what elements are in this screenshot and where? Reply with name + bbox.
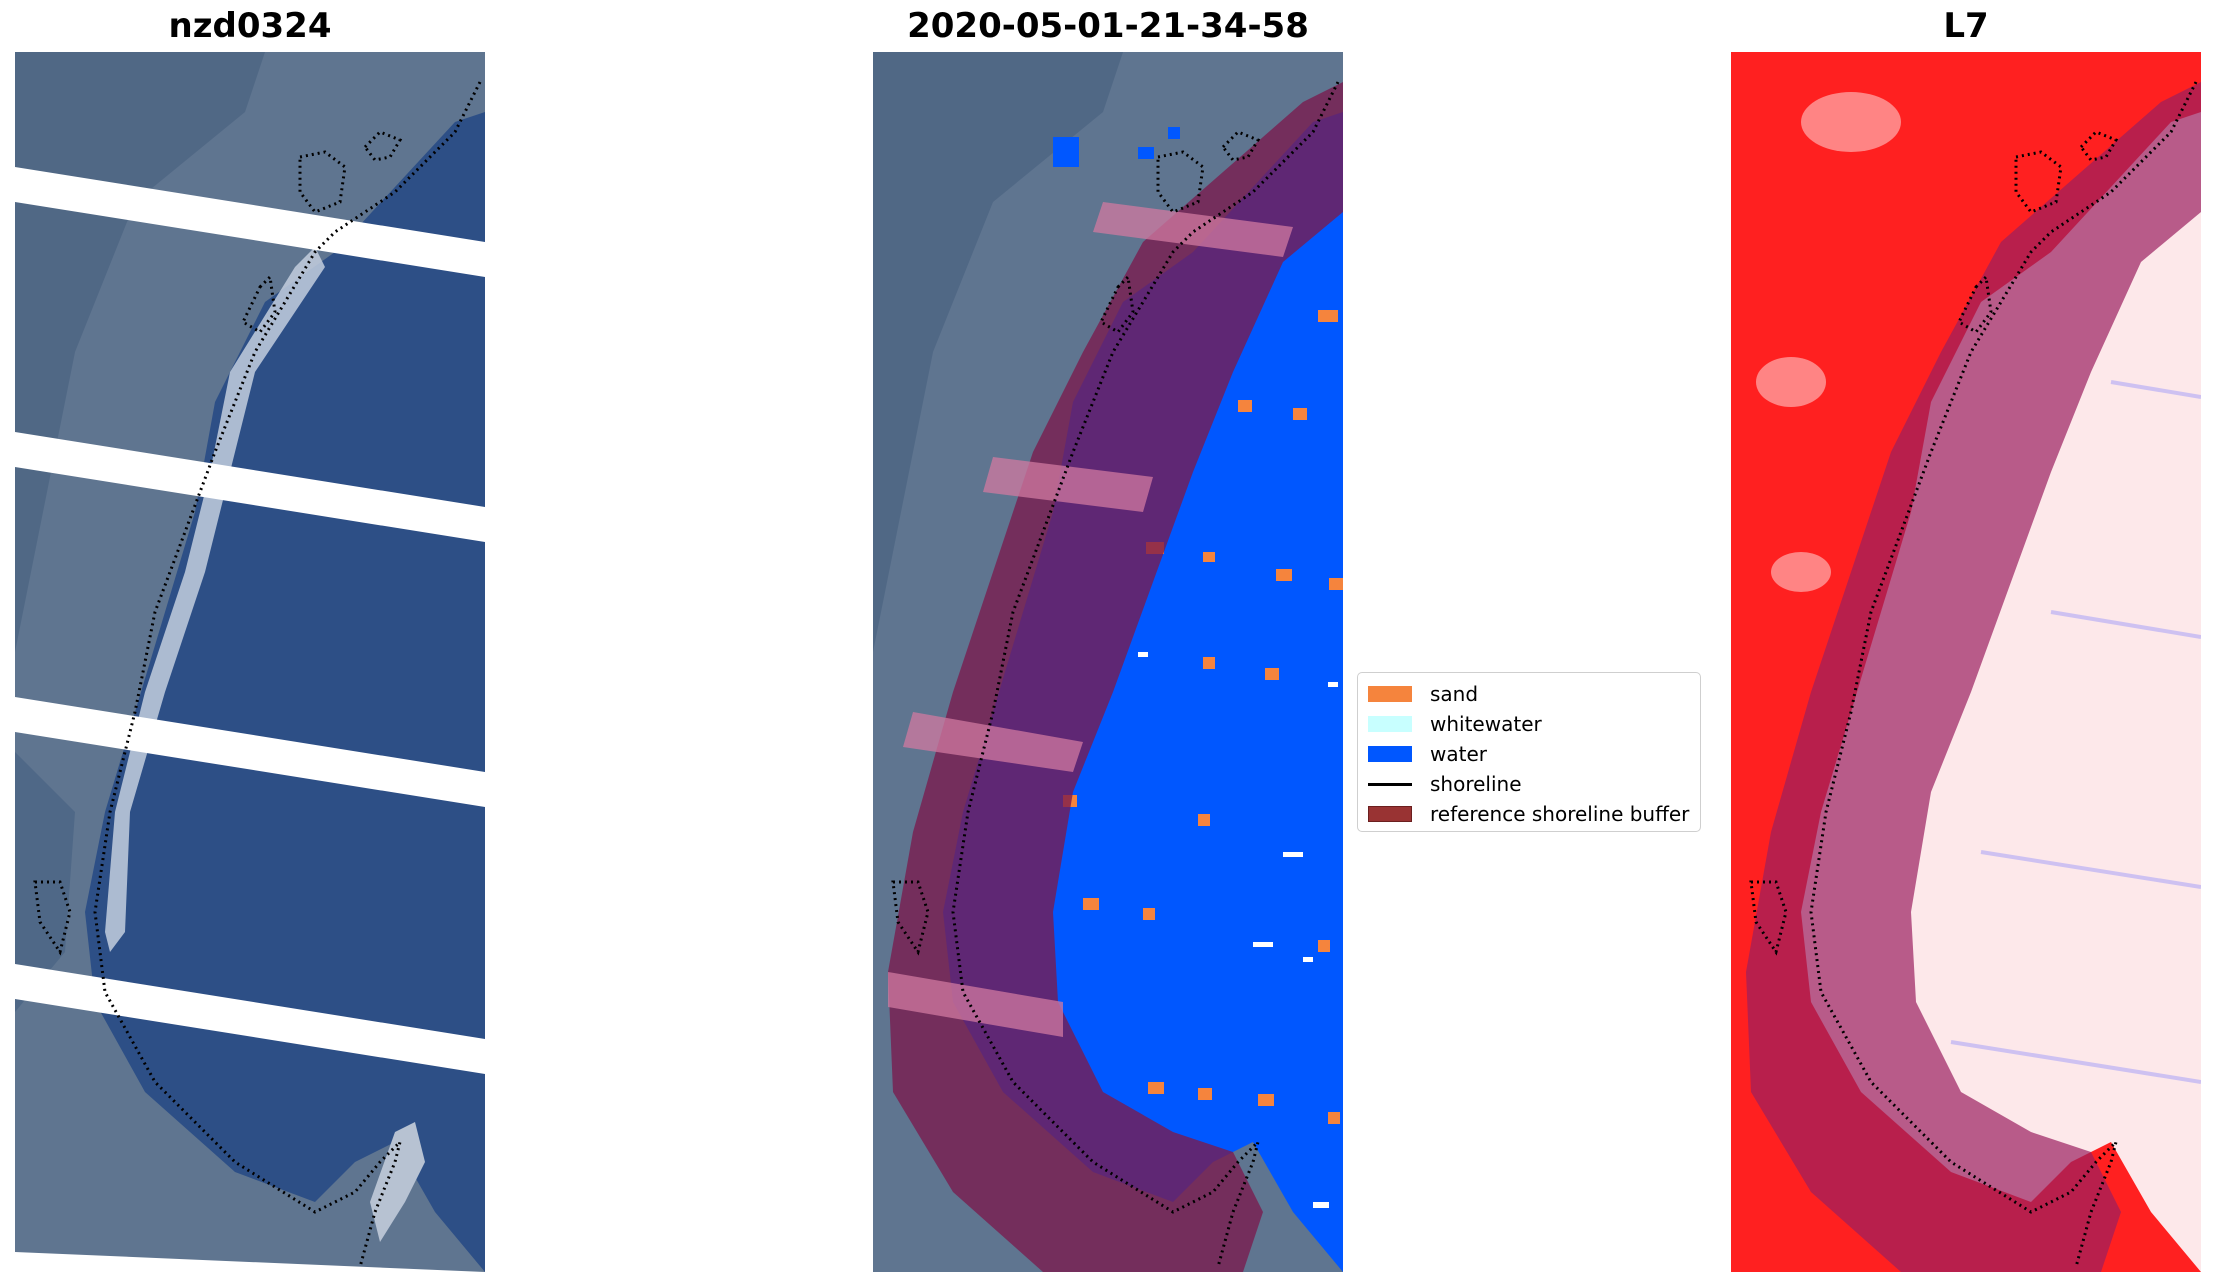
legend-item-shoreline: shoreline	[1368, 769, 1690, 799]
legend-swatch	[1368, 782, 1412, 786]
shoreline	[891, 81, 1340, 1268]
legend-swatch	[1368, 746, 1412, 762]
legend-label: reference shoreline buffer	[1430, 802, 1690, 826]
panel-title-index: L7	[1943, 6, 1989, 46]
legend-label: shoreline	[1430, 772, 1522, 796]
legend-item-sand: sand	[1368, 679, 1690, 709]
rgb-image-panel	[15, 52, 485, 1272]
reference-shoreline-buffer	[1746, 82, 2201, 1272]
classified-image	[873, 52, 1343, 1272]
legend-label: sand	[1430, 682, 1479, 706]
legend-swatch	[1368, 716, 1412, 732]
legend-item-whitewater: whitewater	[1368, 709, 1690, 739]
legend-label: water	[1430, 742, 1487, 766]
classified-image-panel	[873, 52, 1343, 1272]
legend-swatch	[1368, 806, 1412, 822]
legend-swatch	[1368, 686, 1412, 702]
panel-title-classified: 2020-05-01-21-34-58	[907, 6, 1309, 46]
reference-shoreline-buffer	[888, 82, 1343, 1272]
index-image	[1731, 52, 2201, 1272]
shoreline	[1749, 81, 2198, 1268]
panel-title-rgb: nzd0324	[168, 6, 332, 46]
legend-item-reference-shoreline-buffer: reference shoreline buffer	[1368, 799, 1690, 829]
rgb-satellite-image	[15, 52, 485, 1272]
legend-item-water: water	[1368, 739, 1690, 769]
legend-label: whitewater	[1430, 712, 1542, 736]
index-image-panel	[1731, 52, 2201, 1272]
legend: sand whitewater water shoreline reference sh…	[1357, 672, 1701, 832]
shoreline	[33, 81, 482, 1268]
